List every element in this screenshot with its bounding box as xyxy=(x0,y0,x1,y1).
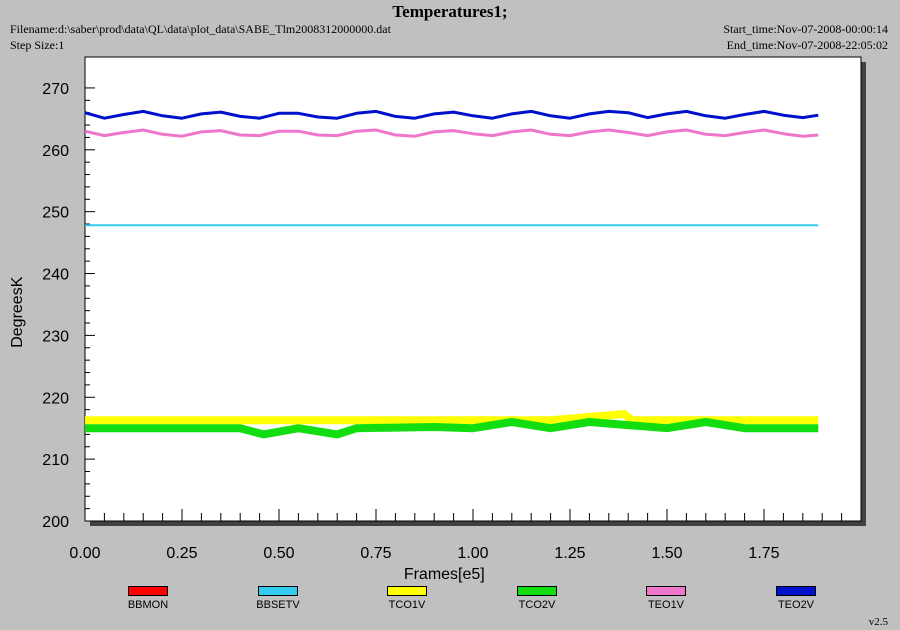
y-tick-label: 260 xyxy=(42,143,69,160)
step-size-label: Step Size:1 xyxy=(10,38,65,52)
x-tick-label: 1.50 xyxy=(651,545,682,562)
y-tick-label: 220 xyxy=(42,390,69,407)
y-tick-label: 270 xyxy=(42,81,69,98)
y-tick-label: 210 xyxy=(42,452,69,469)
series-line-teo1v xyxy=(84,128,819,138)
x-tick-label: 0.50 xyxy=(263,545,294,562)
y-tick-label: 230 xyxy=(42,328,69,345)
x-axis-label: Frames[e5] xyxy=(404,566,485,583)
version-label: v2.5 xyxy=(868,616,888,628)
plot-area xyxy=(84,56,862,522)
y-tick-label: 200 xyxy=(42,514,69,531)
x-tick-label: 0.00 xyxy=(69,545,100,562)
end-time-label: End_time:Nov-07-2008-22:05:02 xyxy=(726,38,888,52)
x-tick-label: 1.25 xyxy=(554,545,585,562)
x-tick-label: 0.25 xyxy=(166,545,197,562)
filename-label: Filename:d:\saber\prod\data\QL\data\plot… xyxy=(10,22,391,36)
x-tick-label: 1.00 xyxy=(457,545,488,562)
y-tick-label: 240 xyxy=(42,267,69,284)
series-line-tco2v xyxy=(85,418,819,439)
y-axis-label: DegreesK xyxy=(9,276,26,347)
x-tick-label: 1.75 xyxy=(748,545,779,562)
y-tick-label: 250 xyxy=(42,205,69,222)
start-time-label: Start_time:Nov-07-2008-00:00:14 xyxy=(723,22,888,36)
series-line-teo2v xyxy=(84,109,819,120)
chart-title: Temperatures1; xyxy=(392,2,508,21)
x-tick-label: 0.75 xyxy=(360,545,391,562)
